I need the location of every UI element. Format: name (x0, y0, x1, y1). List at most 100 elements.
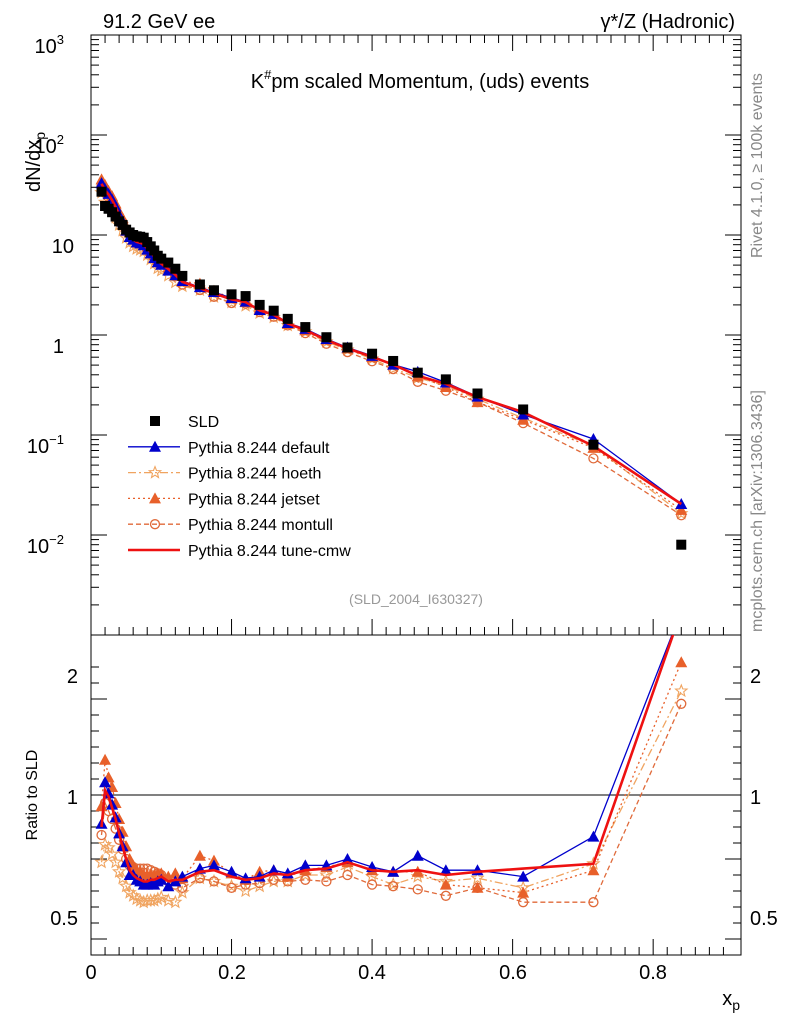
ratio-point-jetset (675, 656, 688, 668)
ratio-point-montull (268, 874, 279, 885)
point-sld (240, 291, 251, 302)
ratio-point-montull (440, 890, 452, 901)
ratio-point-default (225, 865, 238, 877)
point-sld (226, 289, 237, 300)
ratio-point-default (299, 859, 312, 871)
point-sld (321, 332, 332, 343)
ratio-point-hoeth (175, 885, 190, 899)
ratio-point-default (517, 870, 530, 882)
ratio-point-jetset (155, 867, 168, 879)
ratio-point-hoeth (104, 846, 120, 861)
ratio-point-default (587, 830, 600, 842)
point-sld (177, 270, 188, 281)
point-sld (170, 263, 181, 274)
ratio-point-montull (226, 882, 237, 893)
point-sld (388, 355, 399, 366)
ratio-point-default (439, 864, 452, 876)
ratio-point-hoeth (161, 893, 176, 907)
legend-label: Pythia 8.244 tune-cmw (188, 543, 351, 560)
ytick-1e2: 102 (35, 132, 64, 158)
xlabel: xp (722, 988, 740, 1013)
legend-marker-montull (149, 519, 161, 530)
analysis-id: (SLD_2004_I630327) (349, 591, 483, 607)
ratio-point-hoeth (319, 867, 334, 882)
point-jetset (675, 503, 688, 515)
ratio-point-hoeth (111, 864, 127, 878)
ratio-point-jetset (471, 881, 484, 893)
point-sld (676, 539, 687, 550)
point-sld (588, 439, 599, 450)
legend-marker-sld (150, 416, 160, 426)
ratio-point-default (341, 853, 354, 864)
legend-marker-hoeth (147, 465, 163, 479)
ratio-ytick-0.5-right: 0.5 (750, 908, 778, 930)
ratio-point-montull (321, 876, 332, 887)
ratio-point-hoeth (674, 683, 689, 698)
ratio-point-montull (342, 869, 353, 881)
ratio-point-montull (208, 876, 220, 887)
point-sld (194, 279, 205, 290)
ytick-1: 1 (53, 336, 64, 358)
legend-label: Pythia 8.244 montull (188, 517, 333, 534)
legend-marker-jetset (149, 492, 161, 504)
ratio-point-hoeth (108, 854, 123, 869)
point-sld (342, 342, 353, 353)
series-line-hoeth (100, 192, 682, 515)
xtick-0.4: 0.4 (358, 962, 386, 984)
main-ylabel: dN/dxp (23, 132, 48, 192)
point-sld (163, 257, 174, 268)
ratio-point-montull (388, 881, 399, 892)
point-sld (149, 245, 160, 256)
legend-label: Pythia 8.244 hoeth (188, 466, 321, 483)
ytick-1e-1: 10−1 (27, 432, 64, 458)
ratio-point-montull (366, 879, 378, 890)
ratio-point-montull (177, 882, 188, 893)
ratio-point-hoeth (168, 894, 183, 909)
main-ytick-labels: 10−2 10−1 1 10 102 103 (27, 32, 74, 558)
ratio-line-montull (100, 703, 682, 903)
ratio-point-montull (300, 874, 311, 885)
header-left: 91.2 GeV ee (103, 11, 215, 33)
ratio-point-jetset (439, 878, 452, 890)
ratio-point-default (162, 880, 175, 892)
point-sld (367, 348, 378, 359)
ratio-point-hoeth (470, 870, 485, 885)
point-sld (282, 313, 293, 324)
ratio-point-montull (518, 897, 529, 908)
ratio-point-montull (676, 698, 687, 709)
xtick-0.8: 0.8 (639, 962, 667, 984)
plot-title: K#pm scaled Momentum, (uds) events (251, 67, 589, 93)
ratio-point-default (411, 849, 424, 861)
ratio-point-jetset (193, 849, 206, 861)
xtick-0: 0 (85, 962, 96, 984)
ratio-ylabel: Ratio to SLD (24, 750, 41, 841)
ratio-ytick-2-right: 2 (750, 666, 761, 688)
ratio-ytick-0.5: 0.5 (50, 908, 78, 930)
ratio-point-hoeth (386, 877, 401, 891)
ytick-1e3: 103 (35, 32, 64, 58)
point-hoeth (674, 506, 689, 520)
point-sld (156, 253, 167, 264)
ratio-point-montull (588, 897, 599, 908)
point-sld (300, 322, 311, 333)
legend-label: SLD (188, 414, 219, 431)
rivet-label: Rivet 4.1.0, ≥ 100k events (749, 73, 766, 258)
point-sld (518, 404, 529, 415)
point-sld (268, 305, 279, 316)
ratio-point-hoeth (224, 878, 239, 893)
ratio-point-jetset (169, 867, 182, 879)
series-line-jetset (100, 178, 682, 511)
ratio-point-default (675, 605, 687, 616)
ytick-10: 10 (52, 236, 74, 258)
ratio-point-jetset (517, 886, 530, 898)
ratio-point-default (99, 776, 112, 788)
mcplots-label: mcplots.cern.ch [arXiv:1306.3436] (749, 390, 766, 632)
header-right: γ*/Z (Hadronic) (601, 11, 735, 33)
legend: SLD Pythia 8.244 default Pythia 8.244 hoet… (128, 414, 351, 560)
legend-label: Pythia 8.244 default (188, 440, 330, 457)
ratio-point-default (155, 873, 168, 885)
ratio-line-tune-cmw (100, 635, 675, 883)
point-sld (440, 374, 451, 385)
point-montull (588, 453, 599, 464)
